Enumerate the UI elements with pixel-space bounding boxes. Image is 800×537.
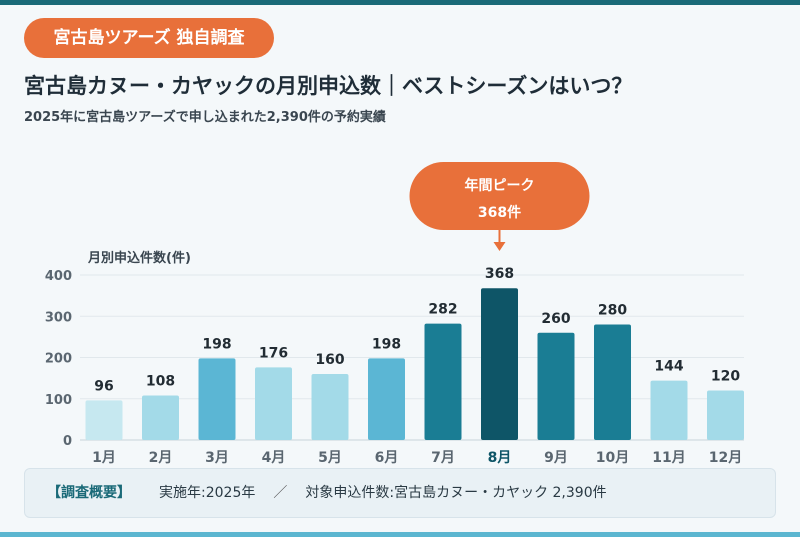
data-label: 280 bbox=[598, 303, 627, 319]
x-tick-label: 12月 bbox=[709, 450, 742, 465]
summary-separator: ／ bbox=[273, 485, 288, 501]
grid-lines bbox=[80, 274, 744, 441]
y-axis-label: 月別申込件数(件) bbox=[87, 250, 191, 266]
data-label: 96 bbox=[94, 378, 113, 394]
data-label: 368 bbox=[485, 266, 514, 282]
page-subtitle: 2025年に宮古島ツアーズで申し込まれた2,390件の予約実績 bbox=[24, 110, 386, 125]
x-tick-label: 7月 bbox=[431, 450, 455, 465]
callout-value: 368件 bbox=[478, 204, 521, 221]
monthly-bookings-chart: 0 100 200 300 400 月別申込件数(件) 96 108 198 176 160 19… bbox=[45, 162, 744, 465]
y-tick-label: 300 bbox=[45, 310, 72, 325]
x-tick-label: 10月 bbox=[596, 450, 629, 465]
x-tick-label: 9月 bbox=[544, 450, 568, 465]
y-tick-label: 100 bbox=[45, 393, 72, 408]
y-tick-label: 200 bbox=[45, 352, 72, 367]
bar-5 bbox=[311, 374, 349, 440]
data-label: 160 bbox=[315, 352, 344, 368]
bar-6 bbox=[368, 358, 405, 440]
x-tick-label: 2月 bbox=[149, 450, 173, 465]
bar-11 bbox=[650, 380, 688, 440]
x-tick-label: 4月 bbox=[262, 450, 286, 465]
survey-badge: 宮古島ツアーズ 独自調査 bbox=[24, 18, 274, 58]
summary-count: 対象申込件数:宮古島カヌー・カヤック 2,390件 bbox=[305, 485, 607, 501]
data-label: 260 bbox=[541, 311, 570, 327]
y-tick-label: 0 bbox=[63, 434, 72, 449]
x-tick-label: 5月 bbox=[318, 450, 342, 465]
x-tick-label: 1月 bbox=[92, 450, 116, 465]
bar-1 bbox=[85, 400, 123, 440]
page-title: 宮古島カヌー・カヤックの月別申込数｜ベストシーズンはいつ？ bbox=[24, 74, 633, 98]
callout-title: 年間ピーク bbox=[465, 177, 535, 194]
bar-2 bbox=[142, 395, 179, 440]
data-label: 108 bbox=[146, 373, 175, 389]
data-label: 120 bbox=[711, 369, 740, 385]
bar-12 bbox=[707, 390, 744, 440]
callout-bubble bbox=[409, 162, 590, 230]
data-label: 176 bbox=[259, 345, 288, 361]
bar-4 bbox=[255, 367, 292, 440]
x-tick-label: 6月 bbox=[375, 450, 399, 465]
peak-callout: 年間ピーク 368件 bbox=[409, 162, 590, 251]
data-label: 144 bbox=[654, 359, 683, 375]
bottom-accent-bar bbox=[0, 532, 800, 537]
x-axis-ticks: 1月 2月 3月 4月 5月 6月 7月 8月 9月 10月 11月 12月 bbox=[92, 450, 742, 465]
summary-year: 実施年:2025年 bbox=[159, 485, 256, 501]
data-labels: 96 108 198 176 160 198 282 368 260 280 144 120 bbox=[94, 266, 740, 394]
summary-label: 【調査概要】 bbox=[47, 485, 131, 501]
bar-10 bbox=[594, 324, 631, 440]
callout-arrow-head bbox=[493, 242, 506, 251]
x-tick-label: 11月 bbox=[652, 450, 685, 465]
y-axis-ticks: 0 100 200 300 400 bbox=[45, 269, 72, 449]
top-accent-bar bbox=[0, 0, 800, 5]
bar-7 bbox=[424, 323, 462, 440]
y-tick-label: 400 bbox=[45, 269, 72, 284]
x-tick-label: 8月 bbox=[488, 450, 512, 465]
data-label: 198 bbox=[202, 336, 231, 352]
survey-summary: 【調査概要】 実施年:2025年 ／ 対象申込件数:宮古島カヌー・カヤック 2,390… bbox=[24, 468, 776, 518]
data-label: 198 bbox=[372, 336, 401, 352]
bar-8 bbox=[481, 288, 518, 440]
bar-9 bbox=[537, 332, 575, 440]
bars bbox=[85, 288, 744, 440]
bar-3 bbox=[198, 358, 236, 440]
x-tick-label: 3月 bbox=[205, 450, 229, 465]
data-label: 282 bbox=[428, 302, 457, 318]
